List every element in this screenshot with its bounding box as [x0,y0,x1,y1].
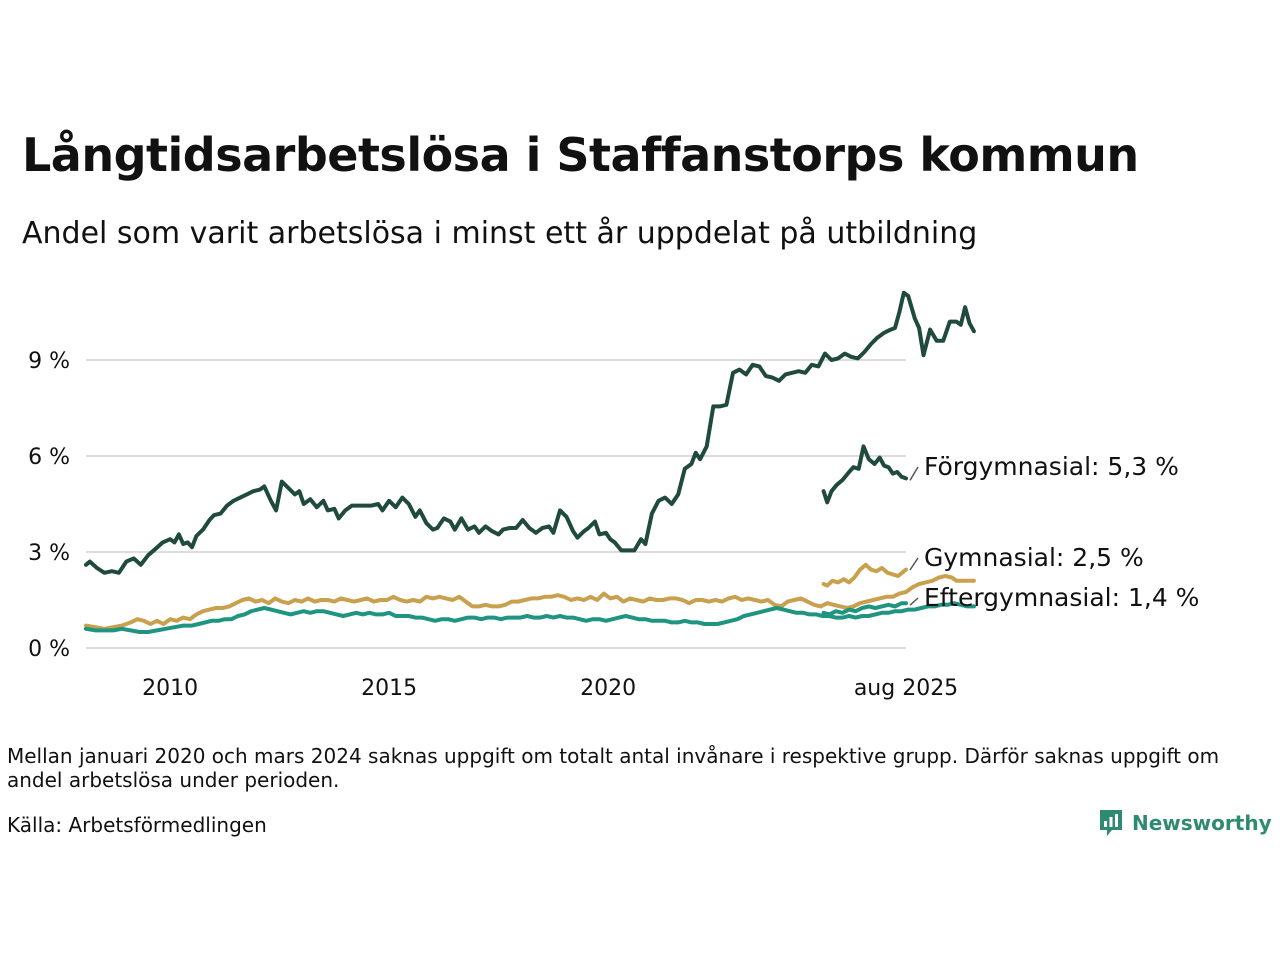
series-line-gymnasial-1 [821,562,908,588]
series-end-label: Gymnasial: 2,5 % [924,543,1144,572]
y-axis-ticks: 0 % 3 % 6 % 9 % [28,349,70,662]
line-chart: 0 % 3 % 6 % 9 % 2010 2015 2020 aug 2025 Förgym… [28,290,1199,701]
series-line-eftergymnasial-0 [84,601,976,634]
newsworthy-logo-icon [1100,810,1122,836]
x-tick-label: aug 2025 [854,676,958,701]
chart-title: Långtidsarbetslösa i Staffanstorps kommu… [22,128,1139,182]
series-end-label: Eftergymnasial: 1,4 % [924,583,1199,612]
label-leader [909,597,919,606]
source-text: Källa: Arbetsförmedlingen [7,813,267,837]
series-end-labels: Förgymnasial: 5,3 % Gymnasial: 2,5 % Efter… [909,452,1199,612]
chart-subtitle: Andel som varit arbetslösa i minst ett å… [22,216,978,251]
x-tick-label: 2010 [142,676,198,701]
series-line-gymnasial-0 [84,574,976,631]
x-tick-label: 2020 [580,676,636,701]
series-line-förgymnasial-1 [821,444,908,505]
gridlines [86,359,906,649]
series-line-eftergymnasial-1 [821,601,908,617]
brand-name: Newsworthy [1132,811,1272,835]
newsworthy-logo: Newsworthy [1098,808,1272,838]
y-tick-label: 9 % [28,349,70,374]
y-tick-label: 0 % [28,637,70,662]
x-tick-label: 2015 [361,676,417,701]
footnote: Mellan januari 2020 och mars 2024 saknas… [7,744,1220,792]
y-tick-label: 6 % [28,445,70,470]
series-lines [84,290,976,634]
series-line-förgymnasial-0 [84,290,976,575]
label-leader [909,557,919,571]
label-leader [909,466,919,481]
series-end-label: Förgymnasial: 5,3 % [924,452,1179,481]
x-axis-ticks: 2010 2015 2020 aug 2025 [142,676,958,701]
y-tick-label: 3 % [28,541,70,566]
